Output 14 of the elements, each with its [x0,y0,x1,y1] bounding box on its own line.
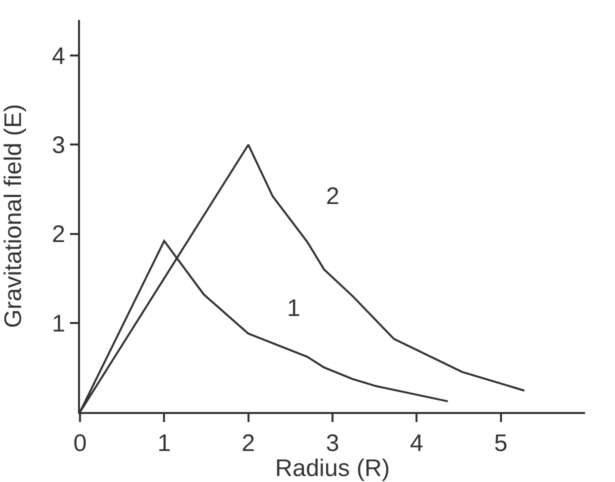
y-axis-title: Gravitational field (E) [0,104,27,328]
x-tick-label: 2 [242,430,256,457]
y-tick-label: 3 [52,132,66,160]
y-tick-label: 2 [52,221,66,248]
y-tick-label: 1 [52,310,66,338]
x-axis-title: Radius (R) [275,455,390,482]
x-tick-label: 1 [157,430,171,457]
y-tick-label: 4 [52,43,66,70]
x-tick-label: 4 [410,430,424,457]
x-tick-label: 3 [326,430,340,457]
series-label: 1 [287,295,300,322]
x-tick-label: 0 [73,430,87,457]
series-label: 2 [326,183,340,210]
x-tick-label: 5 [494,430,508,457]
